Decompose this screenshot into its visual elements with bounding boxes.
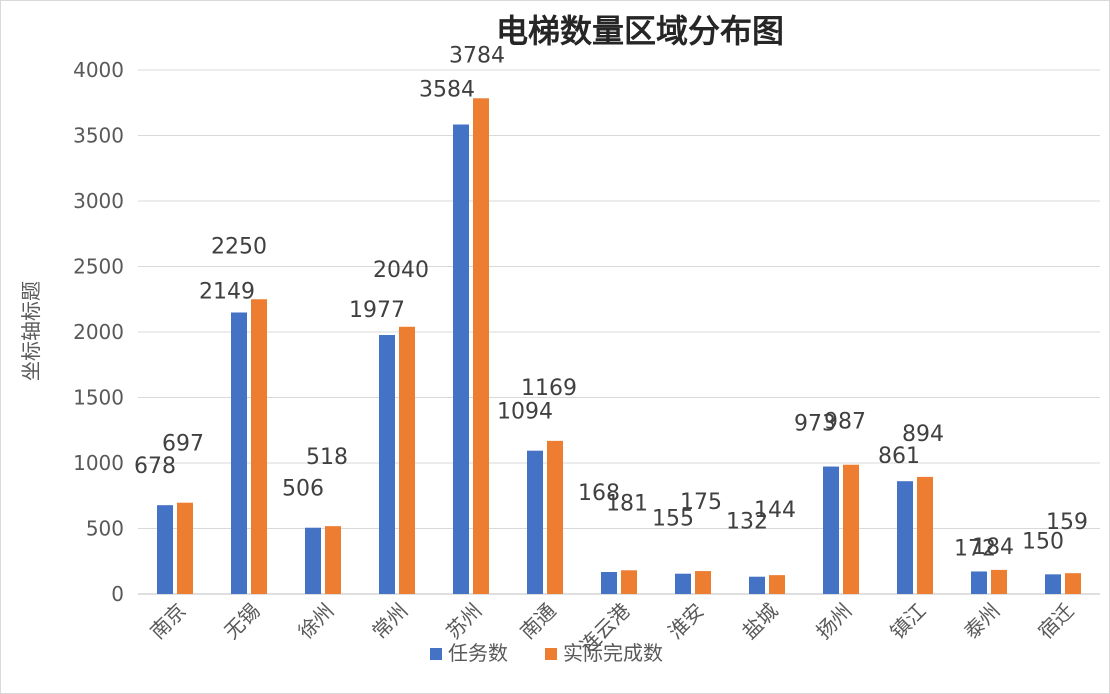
bar-actual: [399, 326, 415, 594]
bar-actual: [991, 569, 1007, 594]
bars: [157, 98, 1081, 595]
data-label: 172: [954, 536, 996, 561]
y-axis-label: 坐标轴标题: [19, 281, 43, 381]
bar-actual: [843, 464, 859, 594]
data-label: 506: [282, 477, 324, 502]
data-label: 3784: [449, 43, 505, 68]
data-label: 861: [878, 444, 920, 469]
legend-label: 任务数: [448, 641, 508, 665]
data-label: 518: [306, 445, 348, 470]
x-tick-label: 扬州: [811, 599, 856, 644]
x-tick-label: 宿迁: [1033, 599, 1078, 644]
data-label: 159: [1046, 510, 1088, 535]
data-label: 155: [652, 507, 694, 532]
legend-swatch: [430, 648, 442, 660]
bar-actual: [621, 570, 637, 594]
y-tick-label: 4000: [73, 58, 124, 82]
x-tick-label: 无锡: [219, 599, 264, 644]
bar-task: [157, 505, 173, 594]
bar-actual: [547, 440, 563, 594]
bar-task: [749, 576, 765, 594]
data-label: 3584: [419, 77, 475, 102]
legend-label: 实际完成数: [563, 641, 663, 665]
bar-actual: [917, 476, 933, 594]
data-label: 697: [162, 432, 204, 457]
y-tick-label: 500: [86, 517, 124, 541]
bar-task: [379, 335, 395, 594]
y-tick-label: 2000: [73, 320, 124, 344]
data-label: 150: [1022, 529, 1064, 554]
data-label: 175: [680, 490, 722, 515]
bar-task: [1045, 574, 1061, 594]
bar-task: [823, 466, 839, 594]
bar-task: [897, 481, 913, 594]
x-tick-label: 徐州: [293, 599, 338, 644]
x-tick-label: 盐城: [737, 599, 782, 644]
x-tick-label: 淮安: [663, 599, 708, 644]
bar-task: [305, 527, 321, 594]
data-label: 987: [824, 410, 866, 435]
bar-task: [453, 124, 469, 594]
bar-actual: [769, 575, 785, 594]
bar-task: [971, 571, 987, 594]
bar-actual: [1065, 573, 1081, 594]
y-tick-label: 2500: [73, 255, 124, 279]
legend-swatch: [545, 648, 557, 660]
gridlines: [138, 69, 1100, 595]
bar-actual: [251, 299, 267, 594]
bar-task: [675, 573, 691, 594]
bar-task: [231, 312, 247, 594]
bar-actual: [473, 98, 489, 595]
chart-title: 电梯数量区域分布图: [496, 12, 784, 50]
x-tick-label: 常州: [367, 599, 412, 644]
bar-actual: [695, 571, 711, 594]
x-tick-label: 南通: [515, 599, 560, 644]
x-tick-label: 苏州: [441, 599, 486, 644]
x-tick-label: 南京: [145, 599, 190, 644]
data-label: 678: [134, 454, 176, 479]
data-label: 1169: [521, 376, 577, 401]
data-label: 168: [578, 481, 620, 506]
bar-actual: [177, 502, 193, 594]
data-label: 144: [754, 498, 796, 523]
data-label: 132: [726, 510, 768, 535]
bar-task: [527, 450, 543, 594]
x-tick-label: 镇江: [885, 599, 930, 644]
y-tick-label: 3000: [73, 189, 124, 213]
data-label: 184: [972, 535, 1014, 560]
legend: 任务数 实际完成数: [430, 641, 663, 665]
bar-task: [601, 571, 617, 594]
bar-actual: [325, 526, 341, 594]
y-tick-label: 1500: [73, 386, 124, 410]
data-label: 1977: [349, 298, 405, 323]
data-label: 2250: [211, 234, 267, 259]
y-tick-label: 1000: [73, 451, 124, 475]
data-label: 2040: [373, 258, 429, 283]
data-label: 181: [606, 491, 648, 516]
x-tick-label: 泰州: [959, 599, 1004, 644]
y-axis-ticks: 0 500 1000 1500 2000 2500 3000 3500 4000: [73, 58, 124, 606]
data-label: 1094: [497, 400, 553, 425]
y-tick-label: 3500: [73, 124, 124, 148]
y-tick-label: 0: [111, 582, 124, 606]
data-label: 894: [902, 422, 944, 447]
data-label: 973: [794, 412, 836, 437]
data-label: 2149: [199, 279, 255, 304]
